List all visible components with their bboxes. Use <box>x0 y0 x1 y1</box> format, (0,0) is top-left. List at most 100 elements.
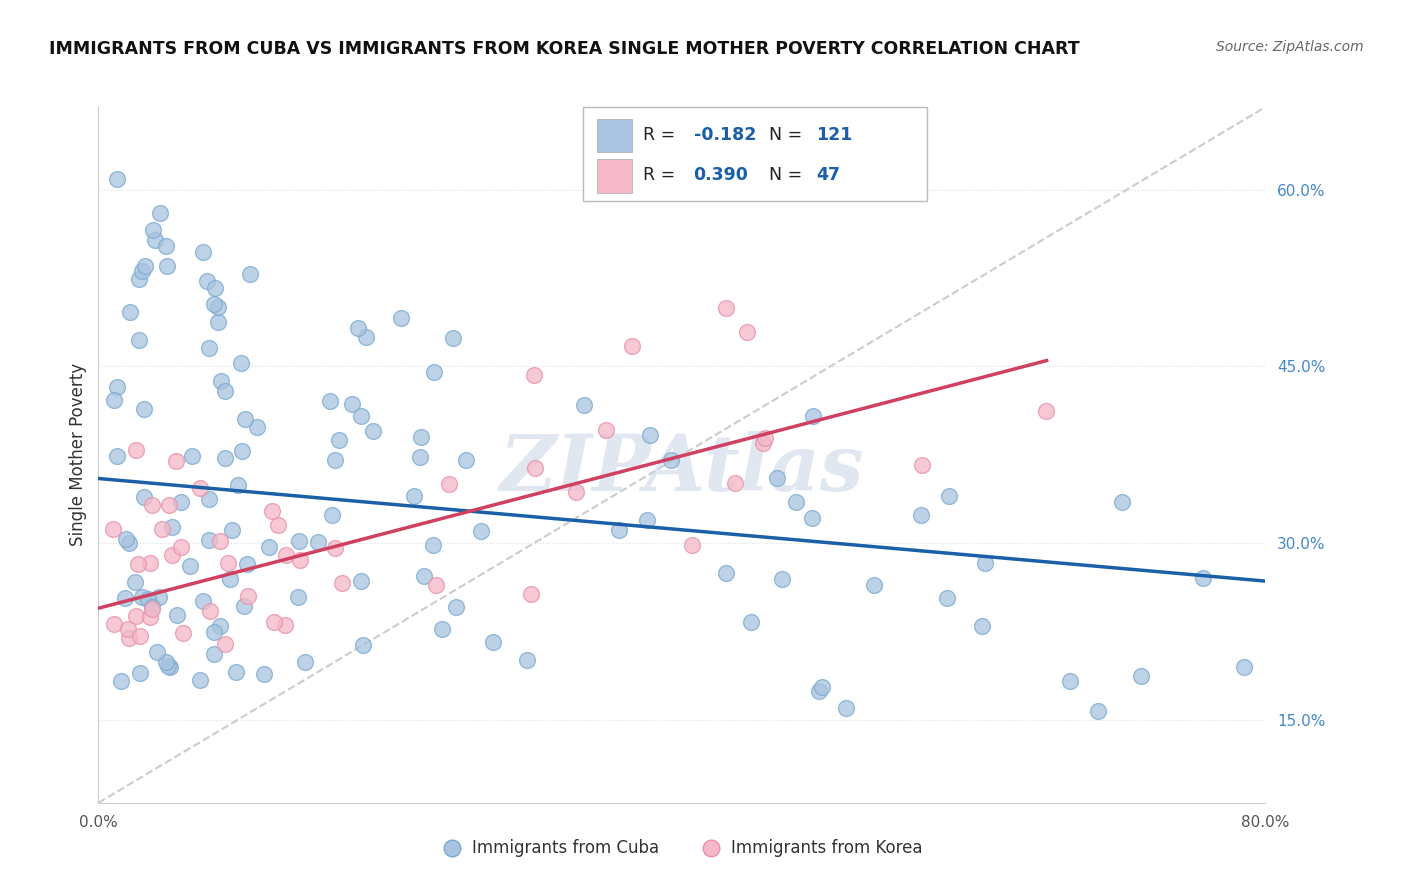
Point <box>257 540 280 554</box>
Point <box>681 538 703 552</box>
Point <box>430 623 453 637</box>
Point <box>267 517 290 532</box>
Point <box>253 667 276 681</box>
Point <box>276 548 298 562</box>
Point <box>131 264 153 278</box>
Point <box>118 535 141 549</box>
Point <box>735 325 758 339</box>
Point <box>347 320 370 334</box>
Point <box>217 556 239 570</box>
Point <box>166 607 188 622</box>
Point <box>714 301 737 315</box>
Point <box>740 615 762 630</box>
Point <box>103 392 125 407</box>
Point <box>181 449 204 463</box>
Point <box>1130 669 1153 683</box>
Point <box>132 490 155 504</box>
Point <box>118 631 141 645</box>
Point <box>321 508 343 522</box>
Point <box>202 647 225 661</box>
Point <box>208 534 231 549</box>
Point <box>124 609 146 624</box>
Point <box>155 239 177 253</box>
Point <box>766 471 789 485</box>
Point <box>131 590 153 604</box>
Point <box>1192 571 1215 585</box>
Point <box>179 559 201 574</box>
Point <box>107 379 129 393</box>
Point <box>233 412 256 426</box>
Point <box>352 638 374 652</box>
Point <box>139 610 162 624</box>
Point <box>141 499 163 513</box>
Point <box>911 458 934 472</box>
Point <box>115 532 138 546</box>
Text: R =: R = <box>644 126 676 144</box>
Point <box>142 223 165 237</box>
Point <box>328 433 350 447</box>
Point <box>423 365 446 379</box>
Point <box>482 635 505 649</box>
Point <box>160 520 183 534</box>
Point <box>103 617 125 632</box>
Point <box>188 673 211 688</box>
Point <box>214 637 236 651</box>
Point <box>125 442 148 457</box>
Point <box>595 423 617 437</box>
Point <box>1233 660 1256 674</box>
Point <box>636 513 658 527</box>
Point <box>1111 495 1133 509</box>
Point <box>754 431 776 445</box>
Point <box>149 206 172 220</box>
Point <box>170 495 193 509</box>
Point <box>232 599 254 613</box>
Point <box>659 452 682 467</box>
Point <box>770 572 793 586</box>
Point <box>1059 674 1081 689</box>
Text: N =: N = <box>769 126 803 144</box>
Point <box>938 489 960 503</box>
Point <box>114 591 136 605</box>
Point <box>214 384 236 399</box>
Point <box>129 629 152 643</box>
Point <box>129 665 152 680</box>
Point <box>157 659 180 673</box>
Point <box>516 653 538 667</box>
FancyBboxPatch shape <box>596 159 631 193</box>
Point <box>307 535 329 549</box>
Point <box>523 368 546 382</box>
Point <box>1087 704 1109 718</box>
Point <box>441 331 464 345</box>
Point <box>236 557 259 571</box>
Point <box>128 272 150 286</box>
Point <box>211 374 233 388</box>
Point <box>973 556 995 570</box>
Point <box>524 460 547 475</box>
Point <box>214 450 236 465</box>
Point <box>519 587 541 601</box>
Point <box>150 523 173 537</box>
Point <box>262 504 284 518</box>
Point <box>404 489 426 503</box>
Point <box>166 454 188 468</box>
Point <box>807 684 830 698</box>
Point <box>134 401 156 416</box>
Point <box>105 172 128 186</box>
Point <box>409 450 432 464</box>
Point <box>340 397 363 411</box>
Point <box>193 244 215 259</box>
Point <box>204 280 226 294</box>
Point <box>323 453 346 467</box>
Point <box>139 556 162 570</box>
Point <box>565 485 588 500</box>
Point <box>141 602 163 616</box>
Text: 47: 47 <box>815 166 841 185</box>
Text: R =: R = <box>644 166 676 185</box>
Point <box>118 304 141 318</box>
Point <box>274 618 297 632</box>
Point <box>811 680 834 694</box>
Point <box>803 409 825 423</box>
Point <box>127 558 149 572</box>
Point <box>354 329 377 343</box>
FancyBboxPatch shape <box>582 107 927 201</box>
